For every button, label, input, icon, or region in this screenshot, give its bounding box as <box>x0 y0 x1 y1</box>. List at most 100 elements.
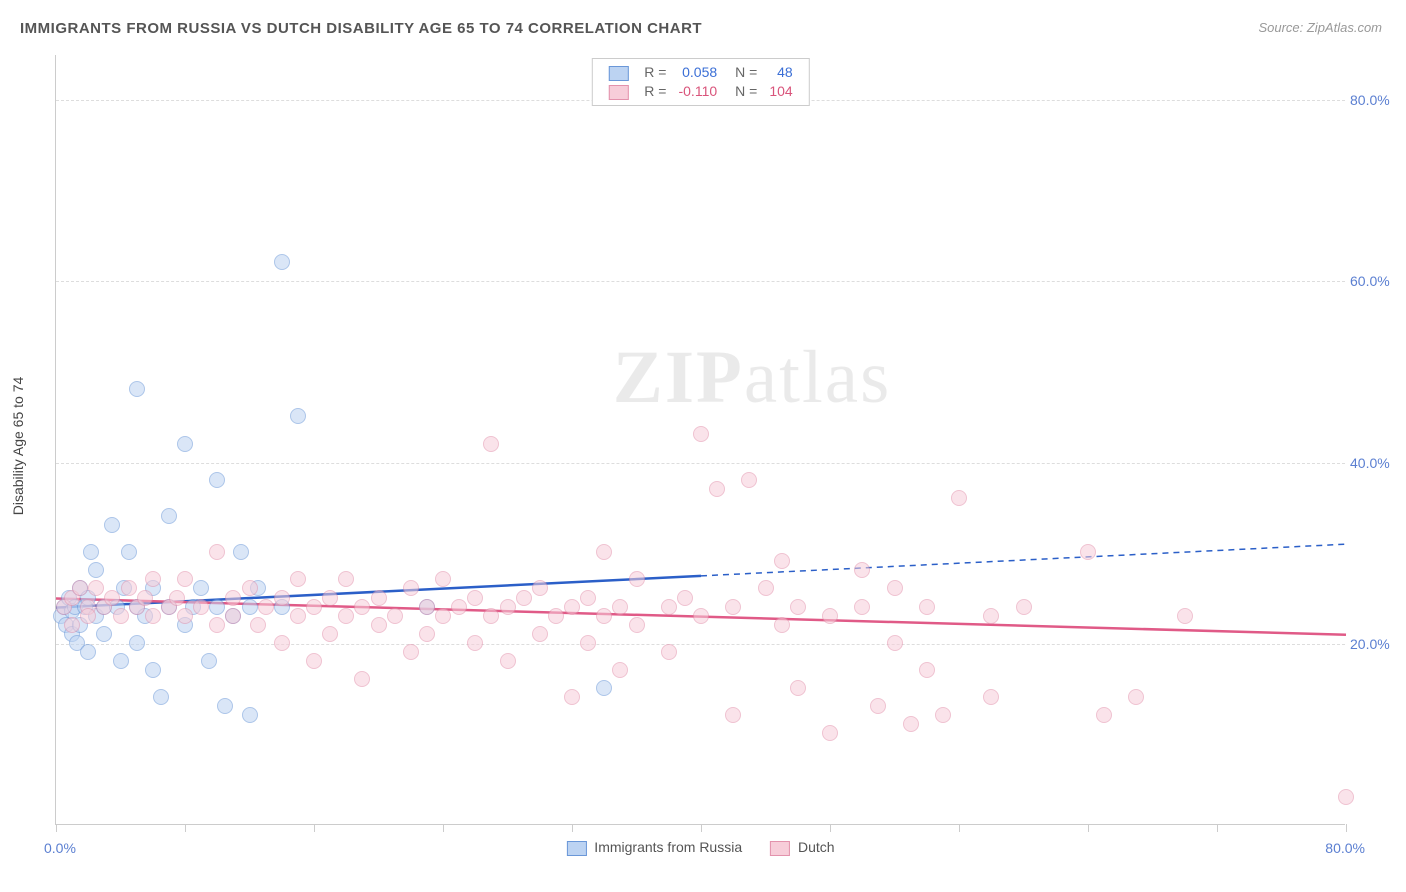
data-point <box>1177 608 1193 624</box>
gridline <box>56 644 1345 645</box>
data-point <box>451 599 467 615</box>
data-point <box>693 426 709 442</box>
data-point <box>467 590 483 606</box>
data-point <box>758 580 774 596</box>
data-point <box>80 608 96 624</box>
data-point <box>887 580 903 596</box>
data-point <box>725 599 741 615</box>
x-tick <box>572 824 573 832</box>
data-point <box>822 608 838 624</box>
data-point <box>274 635 290 651</box>
x-tick-label: 0.0% <box>44 840 76 856</box>
data-point <box>113 608 129 624</box>
source-attribution: Source: ZipAtlas.com <box>1258 20 1382 35</box>
data-point <box>596 608 612 624</box>
data-point <box>903 716 919 732</box>
data-point <box>693 608 709 624</box>
data-point <box>121 580 137 596</box>
data-point <box>854 599 870 615</box>
data-point <box>1338 789 1354 805</box>
data-point <box>790 599 806 615</box>
legend-item: Dutch <box>770 839 834 855</box>
data-point <box>153 689 169 705</box>
data-point <box>129 635 145 651</box>
data-point <box>870 698 886 714</box>
trend-line-extrapolated <box>701 544 1346 576</box>
data-point <box>725 707 741 723</box>
gridline <box>56 281 1345 282</box>
legend-swatch <box>566 841 586 856</box>
data-point <box>483 608 499 624</box>
legend-row: R =0.058N =48 <box>602 63 798 82</box>
x-tick <box>1088 824 1089 832</box>
data-point <box>677 590 693 606</box>
data-point <box>104 590 120 606</box>
data-point <box>629 617 645 633</box>
data-point <box>88 580 104 596</box>
data-point <box>113 653 129 669</box>
data-point <box>532 580 548 596</box>
legend-swatch <box>608 66 628 81</box>
data-point <box>612 662 628 678</box>
data-point <box>500 653 516 669</box>
data-point <box>233 544 249 560</box>
x-tick <box>314 824 315 832</box>
x-tick <box>830 824 831 832</box>
data-point <box>467 635 483 651</box>
x-tick <box>959 824 960 832</box>
data-point <box>129 381 145 397</box>
data-point <box>516 590 532 606</box>
data-point <box>290 608 306 624</box>
data-point <box>83 544 99 560</box>
data-point <box>80 644 96 660</box>
data-point <box>64 617 80 633</box>
data-point <box>483 436 499 452</box>
data-point <box>322 590 338 606</box>
legend-swatch <box>608 85 628 100</box>
data-point <box>661 599 677 615</box>
x-tick <box>56 824 57 832</box>
x-tick <box>185 824 186 832</box>
y-tick-label: 20.0% <box>1350 636 1400 652</box>
data-point <box>177 436 193 452</box>
data-point <box>209 544 225 560</box>
data-point <box>774 553 790 569</box>
data-point <box>193 599 209 615</box>
data-point <box>306 653 322 669</box>
data-point <box>1096 707 1112 723</box>
data-point <box>1016 599 1032 615</box>
data-point <box>209 472 225 488</box>
data-point <box>629 571 645 587</box>
x-tick-label: 80.0% <box>1325 840 1365 856</box>
data-point <box>88 562 104 578</box>
chart-title: IMMIGRANTS FROM RUSSIA VS DUTCH DISABILI… <box>20 20 702 37</box>
legend-correlation: R =0.058N =48R =-0.110N =104 <box>591 58 809 106</box>
data-point <box>612 599 628 615</box>
data-point <box>548 608 564 624</box>
x-tick <box>443 824 444 832</box>
data-point <box>822 725 838 741</box>
y-tick-label: 40.0% <box>1350 455 1400 471</box>
data-point <box>274 254 290 270</box>
data-point <box>709 481 725 497</box>
data-point <box>354 671 370 687</box>
data-point <box>209 617 225 633</box>
data-point <box>435 571 451 587</box>
data-point <box>137 590 153 606</box>
legend-series: Immigrants from Russia Dutch <box>552 839 848 856</box>
data-point <box>338 608 354 624</box>
data-point <box>983 689 999 705</box>
data-point <box>306 599 322 615</box>
data-point <box>274 590 290 606</box>
x-tick <box>701 824 702 832</box>
data-point <box>96 626 112 642</box>
data-point <box>790 680 806 696</box>
gridline <box>56 463 1345 464</box>
data-point <box>322 626 338 642</box>
data-point <box>145 608 161 624</box>
data-point <box>774 617 790 633</box>
data-point <box>419 599 435 615</box>
legend-item: Immigrants from Russia <box>566 839 742 855</box>
data-point <box>596 680 612 696</box>
data-point <box>217 698 233 714</box>
